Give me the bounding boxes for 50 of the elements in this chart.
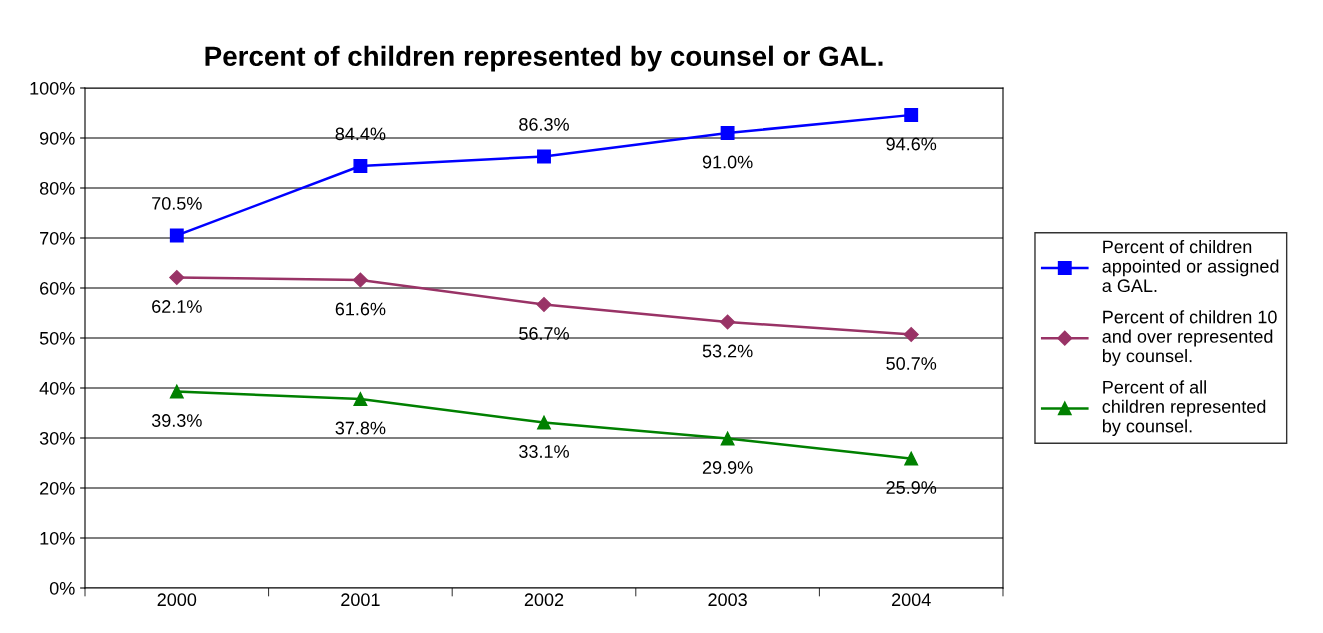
point xyxy=(904,108,919,122)
data-label: 39.3% xyxy=(151,414,202,427)
y-tick-label: 40% xyxy=(39,381,75,395)
y-tick-label: 10% xyxy=(40,531,75,545)
data-label: 94.6% xyxy=(886,137,937,151)
data-label: 56.7% xyxy=(519,327,569,340)
y-tick-label: 60% xyxy=(40,281,75,295)
data-label: 84.4% xyxy=(335,127,386,141)
data-label: 50.7% xyxy=(886,357,937,370)
legend-label: Percent of children appointed or assigned a GAL. xyxy=(1102,239,1279,293)
point xyxy=(169,384,184,399)
point xyxy=(903,326,919,343)
legend-label: Percent of all children represented by counsel. xyxy=(1102,380,1266,437)
point xyxy=(536,296,552,313)
data-label: 37.8% xyxy=(335,421,386,435)
point xyxy=(720,126,735,140)
data-label: 70.5% xyxy=(152,197,202,210)
y-tick-label: 80% xyxy=(39,181,75,195)
data-label: 62.1% xyxy=(152,300,202,313)
x-tick-label: 2002 xyxy=(524,593,564,607)
data-label: 29.9% xyxy=(702,461,753,474)
point xyxy=(353,392,368,406)
data-label: 91.0% xyxy=(702,155,753,169)
x-tick-label: 2003 xyxy=(708,593,747,607)
point xyxy=(353,159,368,173)
data-label: 86.3% xyxy=(519,118,569,131)
y-tick-label: 70% xyxy=(40,231,75,245)
y-tick-label: 90% xyxy=(39,131,75,145)
data-label: 53.2% xyxy=(702,344,753,358)
x-tick-label: 2000 xyxy=(157,593,197,607)
x-tick-label: 2004 xyxy=(892,593,931,607)
x-tick-label: 2001 xyxy=(341,593,380,607)
data-label: 25.9% xyxy=(886,481,937,494)
point xyxy=(169,269,185,286)
point xyxy=(169,228,184,243)
point xyxy=(537,415,551,430)
y-tick-label: 50% xyxy=(39,331,75,345)
point xyxy=(537,149,551,164)
legend-label: Percent of children 10 and over represented by counsel. xyxy=(1102,310,1277,366)
y-tick-label: 0% xyxy=(49,581,75,595)
point xyxy=(720,314,736,330)
point xyxy=(352,272,368,288)
data-label: 61.6% xyxy=(335,302,386,316)
y-tick-label: 100% xyxy=(30,81,75,95)
y-tick-label: 20% xyxy=(40,481,75,495)
y-tick-label: 30% xyxy=(39,431,75,445)
data-label: 33.1% xyxy=(519,445,569,458)
point xyxy=(720,431,735,446)
point xyxy=(904,451,919,466)
chart-title: Percent of children represented by counsel or GAL. xyxy=(205,45,883,72)
